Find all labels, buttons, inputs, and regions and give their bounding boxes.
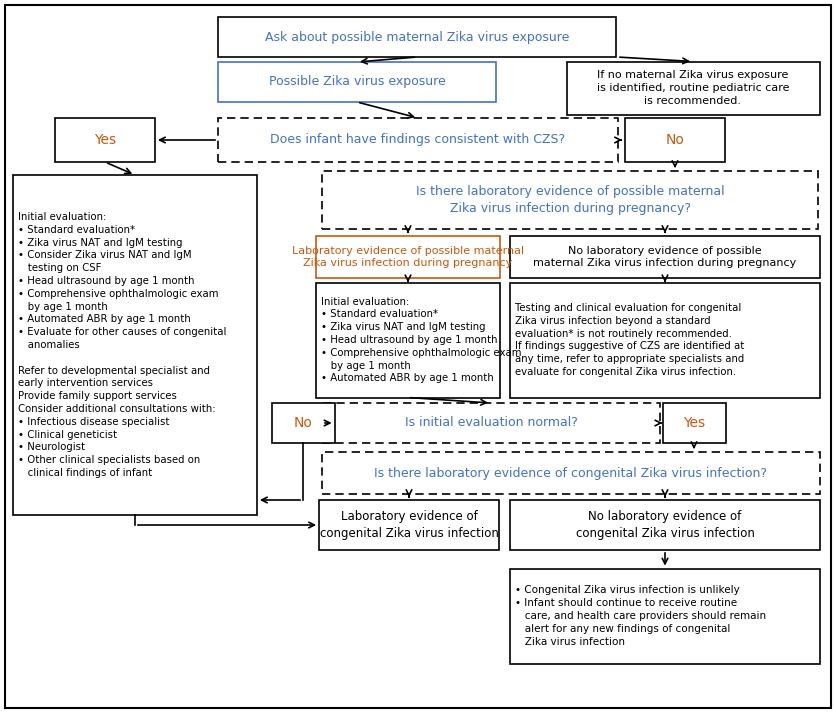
Bar	[625, 118, 725, 162]
Text: Is there laboratory evidence of possible maternal
Zika virus infection during pr: Is there laboratory evidence of possible…	[415, 185, 724, 215]
Text: No: No	[665, 133, 685, 147]
Bar	[218, 17, 616, 57]
Text: If no maternal Zika virus exposure
is identified, routine pediatric care
is reco: If no maternal Zika virus exposure is id…	[597, 70, 789, 106]
Bar	[316, 236, 500, 278]
Bar	[567, 61, 819, 115]
Bar	[322, 452, 820, 494]
Bar	[218, 62, 496, 102]
Bar	[272, 403, 334, 443]
Bar	[13, 175, 257, 515]
Text: No laboratory evidence of
congenital Zika virus infection: No laboratory evidence of congenital Zik…	[575, 511, 754, 540]
Bar	[322, 171, 818, 229]
Text: No: No	[293, 416, 313, 430]
Text: Is there laboratory evidence of congenital Zika virus infection?: Is there laboratory evidence of congenit…	[375, 466, 767, 480]
Text: Does infant have findings consistent with CZS?: Does infant have findings consistent wit…	[270, 133, 566, 146]
Bar	[510, 236, 820, 278]
Bar	[510, 282, 820, 398]
Bar	[55, 118, 155, 162]
Bar	[316, 282, 500, 398]
Text: Testing and clinical evaluation for congenital
Zika virus infection beyond a sta: Testing and clinical evaluation for cong…	[515, 303, 744, 377]
Text: Laboratory evidence of possible maternal
Zika virus infection during pregnancy: Laboratory evidence of possible maternal…	[292, 245, 524, 268]
Bar	[319, 500, 499, 550]
Bar	[510, 500, 820, 550]
Bar	[662, 403, 726, 443]
Bar	[322, 403, 660, 443]
Bar	[218, 118, 618, 162]
Text: Is initial evaluation normal?: Is initial evaluation normal?	[405, 416, 578, 429]
Text: Initial evaluation:
• Standard evaluation*
• Zika virus NAT and IgM testing
• He: Initial evaluation: • Standard evaluatio…	[321, 297, 522, 384]
Text: Possible Zika virus exposure: Possible Zika virus exposure	[268, 76, 446, 88]
Text: Initial evaluation:
• Standard evaluation*
• Zika virus NAT and IgM testing
• Co: Initial evaluation: • Standard evaluatio…	[18, 212, 227, 478]
Text: Yes: Yes	[94, 133, 116, 147]
Text: No laboratory evidence of possible
maternal Zika virus infection during pregnanc: No laboratory evidence of possible mater…	[533, 245, 797, 268]
Text: Laboratory evidence of
congenital Zika virus infection: Laboratory evidence of congenital Zika v…	[319, 511, 498, 540]
Bar	[510, 568, 820, 664]
Text: Ask about possible maternal Zika virus exposure: Ask about possible maternal Zika virus e…	[265, 31, 569, 43]
Text: Yes: Yes	[683, 416, 705, 430]
Text: • Congenital Zika virus infection is unlikely
• Infant should continue to receiv: • Congenital Zika virus infection is unl…	[515, 585, 766, 647]
